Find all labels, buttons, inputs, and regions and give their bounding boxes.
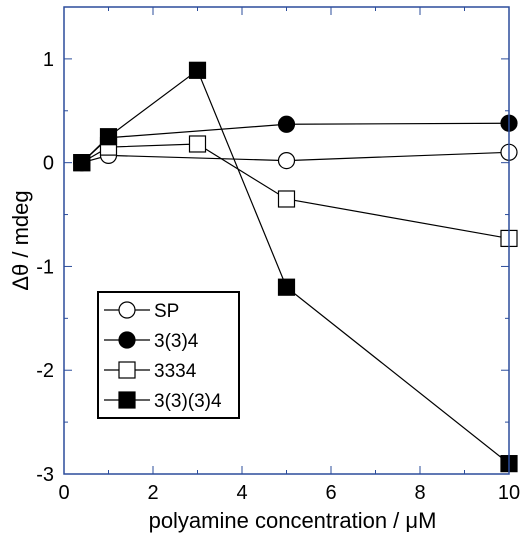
legend-label: SP (154, 301, 179, 322)
y-tick-label: -3 (36, 464, 54, 486)
x-tick-label: 8 (414, 482, 425, 504)
data-point (277, 151, 296, 170)
data-point (277, 115, 296, 133)
legend-label: 3334 (154, 361, 197, 382)
y-axis-title: Δθ / mdeg (8, 190, 33, 290)
data-point (277, 278, 296, 296)
x-tick-label: 4 (236, 482, 247, 504)
x-tick-label: 10 (498, 482, 520, 504)
y-tick-label: -2 (36, 360, 54, 382)
data-point (73, 154, 91, 172)
legend-label: 3(3)4 (154, 331, 199, 352)
data-point (99, 128, 118, 146)
legend-label: 3(3)(3)4 (154, 391, 222, 412)
legend-marker (118, 331, 136, 349)
x-axis-title: polyamine concentration / μM (149, 508, 437, 533)
x-tick-label: 0 (58, 482, 69, 504)
y-tick-label: 0 (43, 153, 54, 175)
data-point (188, 61, 207, 79)
y-tick-label: 1 (43, 49, 54, 71)
axis-ticks (63, 6, 510, 475)
legend-marker (118, 391, 136, 409)
x-tick-labels: 0 2 4 6 8 10 (58, 482, 520, 504)
legend: SP 3(3)4 3334 3(3)(3)4 (97, 291, 240, 419)
data-point (277, 190, 296, 208)
y-tick-labels: -3 -2 -1 0 1 (36, 49, 54, 486)
x-tick-label: 6 (325, 482, 336, 504)
legend-marker (118, 361, 136, 379)
series-markers (73, 61, 518, 473)
legend-marker (118, 301, 136, 319)
x-tick-label: 2 (147, 482, 158, 504)
series-line-0 (81, 151, 510, 164)
data-point (188, 135, 207, 153)
series-line-2 (81, 143, 510, 240)
y-tick-label: -1 (36, 256, 54, 278)
